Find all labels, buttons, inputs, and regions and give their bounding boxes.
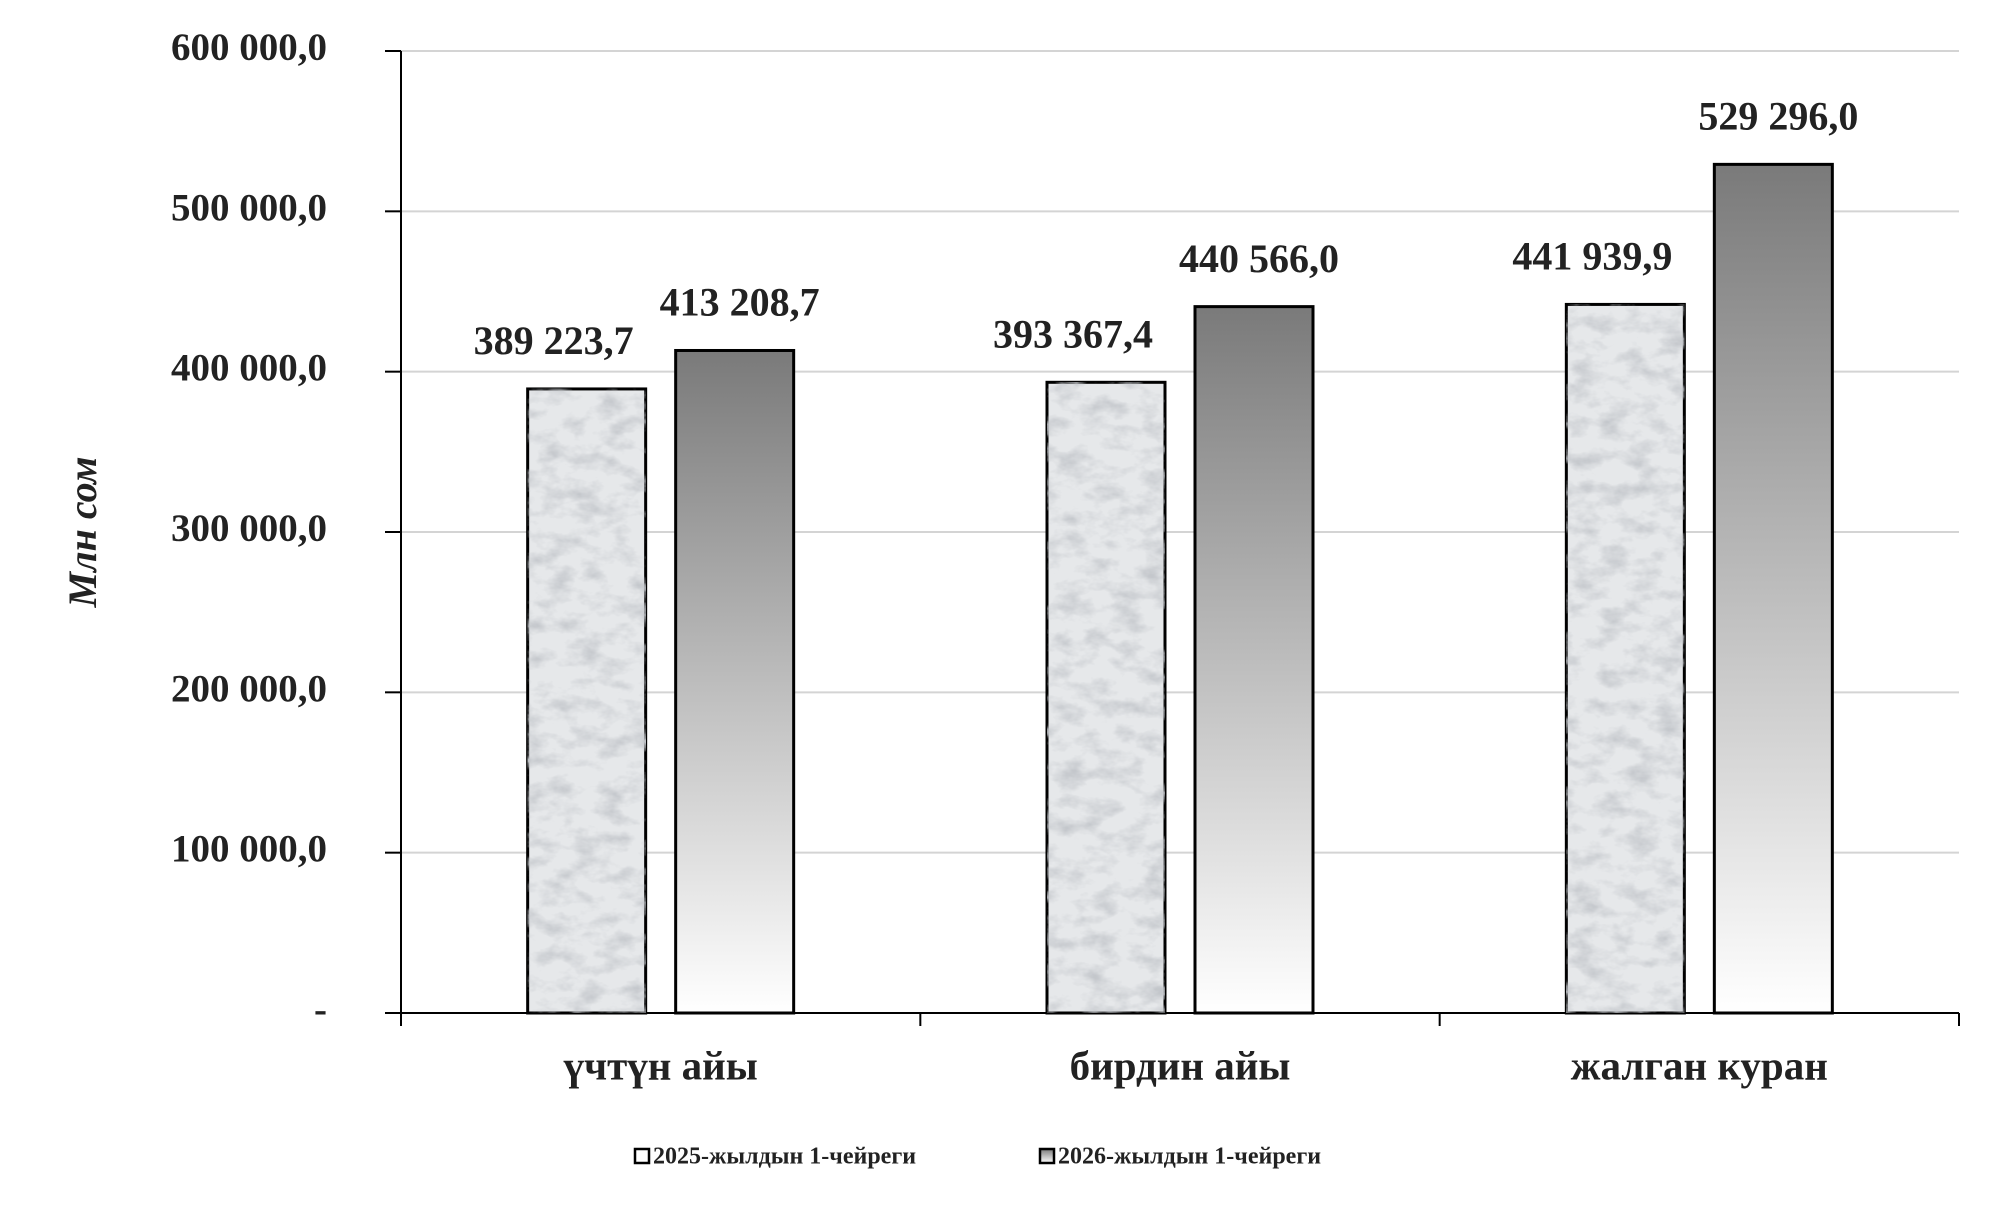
value-label: 413 208,7 xyxy=(660,280,820,325)
y-tick-label: 200 000,0 xyxy=(171,667,327,710)
value-label: 389 223,7 xyxy=(474,318,634,363)
bar xyxy=(674,348,796,1015)
bar xyxy=(1712,162,1834,1015)
value-label: 441 939,9 xyxy=(1512,234,1672,279)
y-tick-label: 100 000,0 xyxy=(171,828,327,871)
y-axis-title: Млн сом xyxy=(60,457,105,609)
y-tick-label: - xyxy=(314,988,327,1031)
bar xyxy=(1193,305,1315,1015)
legend-swatch xyxy=(633,1147,651,1165)
value-label: 529 296,0 xyxy=(1698,94,1858,139)
x-tick-label: жалган куран xyxy=(1571,1042,1828,1088)
bar-texture xyxy=(526,387,648,1015)
y-tick-label: 600 000,0 xyxy=(171,26,327,69)
x-tick-label: бирдин айы xyxy=(1070,1042,1291,1088)
legend-label: 2026-жылдын 1-чейреги xyxy=(1058,1144,1321,1170)
bar-texture xyxy=(1564,302,1686,1015)
value-label: 393 367,4 xyxy=(993,311,1153,356)
legend-swatch xyxy=(1038,1147,1056,1165)
value-label: 440 566,0 xyxy=(1179,236,1339,281)
bar-texture xyxy=(1045,380,1167,1015)
x-tick-label: үчтүн айы xyxy=(564,1042,758,1088)
y-tick-label: 500 000,0 xyxy=(171,186,327,229)
y-tick-label: 400 000,0 xyxy=(171,347,327,390)
legend-label: 2025-жылдын 1-чейреги xyxy=(653,1144,916,1170)
y-tick-label: 300 000,0 xyxy=(171,507,327,550)
